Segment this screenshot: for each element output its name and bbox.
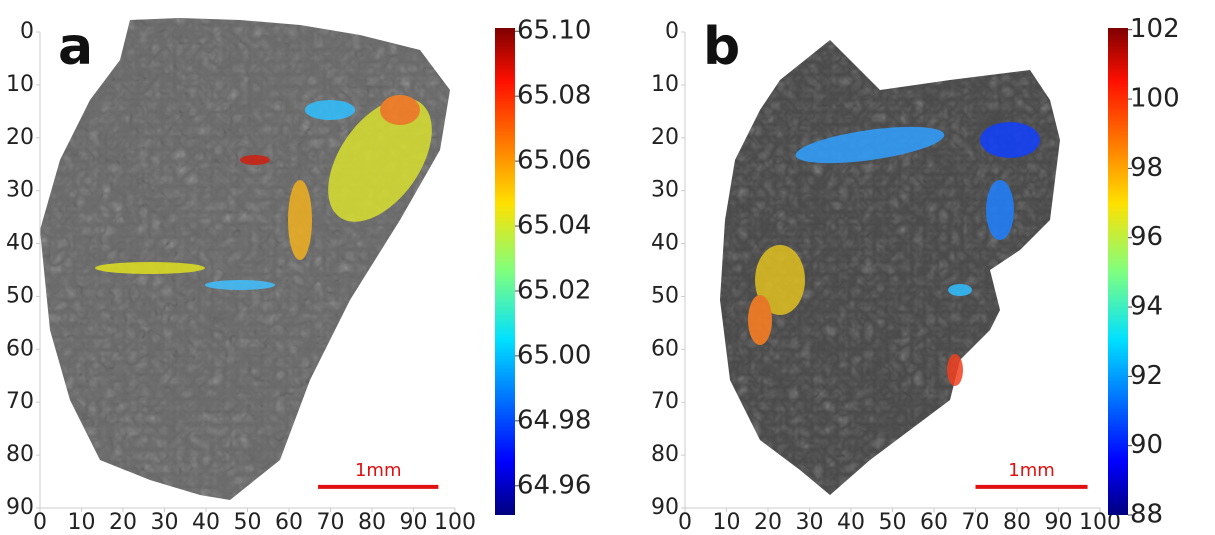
x-tick-label: 20: [754, 510, 782, 531]
x-tick-label: 50: [879, 510, 907, 531]
panel-label: b: [703, 17, 740, 77]
x-tick-label: 90: [400, 510, 428, 531]
y-tick-label: 40: [651, 231, 679, 256]
x-tick-label: 60: [920, 510, 948, 531]
colorbar-tick-label: 94: [1130, 292, 1163, 322]
x-tick-label: 0: [678, 510, 692, 531]
panel-label: a: [58, 17, 93, 77]
x-tick-label: 90: [1045, 510, 1073, 531]
image-a: [40, 18, 450, 500]
x-tick-label: 100: [434, 510, 476, 531]
y-tick-label: 20: [651, 125, 679, 150]
colorbar-tick-label: 88: [1130, 500, 1163, 530]
colorbar-tick-label: 65.02: [517, 275, 591, 305]
colorbar-tick-label: 64.98: [517, 405, 591, 435]
x-tick-label: 0: [33, 510, 47, 531]
x-tick-label: 80: [1003, 510, 1031, 531]
x-tick-label: 30: [151, 510, 179, 531]
y-tick-label: 10: [651, 72, 679, 97]
x-tick-label: 50: [234, 510, 262, 531]
y-tick-label: 80: [6, 442, 34, 467]
y-tick-label: 90: [6, 495, 34, 520]
y-tick-label: 0: [20, 19, 34, 44]
y-tick-label: 60: [6, 336, 34, 361]
x-tick-label: 10: [68, 510, 96, 531]
x-tick-label: 70: [962, 510, 990, 531]
y-tick-label: 30: [6, 178, 34, 203]
y-tick-label: 0: [665, 19, 679, 44]
y-tick-label: 10: [6, 72, 34, 97]
y-tick-label: 70: [6, 389, 34, 414]
colorbar-tick-label: 65.08: [517, 81, 591, 111]
x-tick-label: 20: [109, 510, 137, 531]
colorbar-tick-label: 102: [1130, 14, 1180, 44]
y-tick-label: 30: [651, 178, 679, 203]
colorbar-tick-label: 65.06: [517, 146, 591, 176]
x-tick-label: 80: [358, 510, 386, 531]
colorbar-tick-label: 65.04: [517, 211, 591, 241]
image-b: [720, 40, 1060, 495]
colorbar: [1108, 28, 1128, 515]
x-tick-label: 70: [317, 510, 345, 531]
y-tick-label: 40: [6, 231, 34, 256]
y-tick-label: 20: [6, 125, 34, 150]
x-tick-label: 10: [713, 510, 741, 531]
x-tick-label: 60: [275, 510, 303, 531]
colorbar-tick-label: 64.96: [517, 470, 591, 500]
colorbar-tick-label: 90: [1130, 430, 1163, 460]
y-tick-label: 70: [651, 389, 679, 414]
scale-bar-label: 1mm: [1008, 460, 1055, 481]
y-tick-label: 60: [651, 336, 679, 361]
colorbar-tick-label: 65.10: [517, 16, 591, 46]
x-tick-label: 40: [192, 510, 220, 531]
colorbar-tick-label: 96: [1130, 222, 1163, 252]
y-tick-label: 80: [651, 442, 679, 467]
colorbar-tick-label: 92: [1130, 361, 1163, 391]
y-tick-label: 90: [651, 495, 679, 520]
x-tick-label: 30: [796, 510, 824, 531]
colorbar-tick-label: 98: [1130, 153, 1163, 183]
colorbar-tick-label: 65.00: [517, 340, 591, 370]
colorbar: [495, 28, 515, 515]
x-tick-label: 40: [837, 510, 865, 531]
scale-bar-label: 1mm: [355, 460, 402, 481]
colorbar-tick-label: 100: [1130, 84, 1180, 114]
y-tick-label: 50: [6, 283, 34, 308]
y-tick-label: 50: [651, 283, 679, 308]
